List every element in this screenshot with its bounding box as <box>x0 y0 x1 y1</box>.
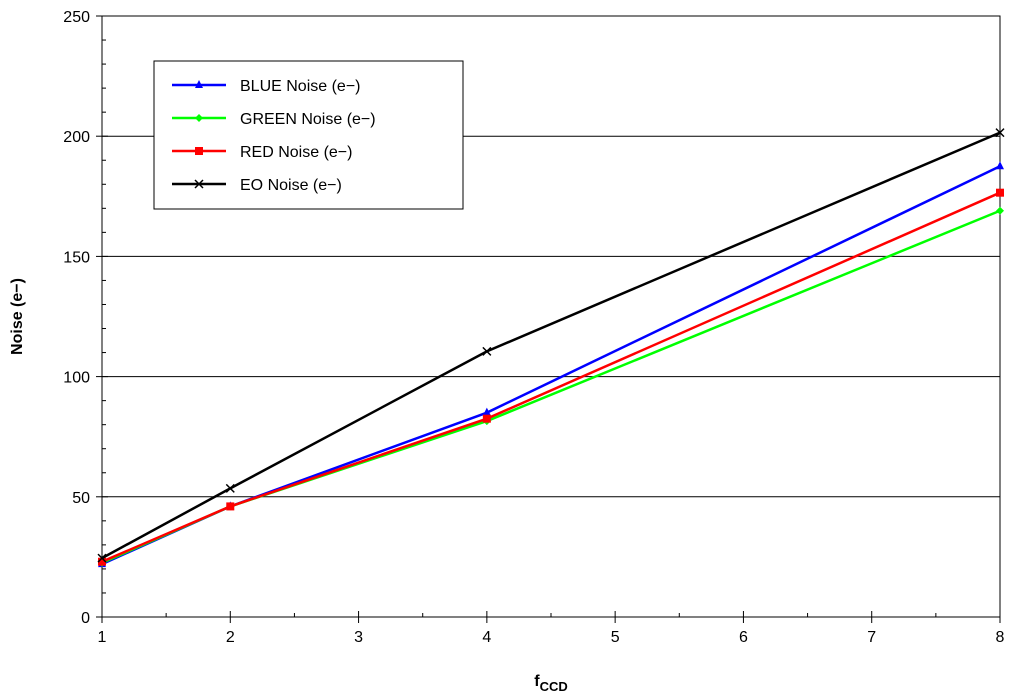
legend-item: BLUE Noise (e−) <box>172 78 361 95</box>
data-point <box>195 80 203 88</box>
series-green <box>98 206 1004 567</box>
data-point <box>195 147 203 155</box>
y-tick-label: 200 <box>63 129 90 146</box>
legend-item: EO Noise (e−) <box>172 177 342 194</box>
legend-label: RED Noise (e−) <box>240 144 352 161</box>
series-line <box>101 209 1001 565</box>
data-point <box>996 161 1004 170</box>
x-axis-title-main: f <box>534 673 540 690</box>
data-point <box>482 414 491 423</box>
x-tick-label: 5 <box>611 629 620 646</box>
x-tick-label: 6 <box>739 629 748 646</box>
x-axis-title-sub: CCD <box>540 679 568 694</box>
y-tick-label: 250 <box>63 9 90 26</box>
series-red <box>98 188 1004 566</box>
legend: BLUE Noise (e−) GREEN Noise (e−) RED Noise… <box>153 60 464 210</box>
series-line <box>101 131 1001 560</box>
legend-label: BLUE Noise (e−) <box>240 78 361 95</box>
x-tick-label: 4 <box>482 629 491 646</box>
data-point <box>996 188 1004 197</box>
data-point <box>97 553 107 563</box>
data-point <box>226 502 235 511</box>
legend-item: RED Noise (e−) <box>172 144 352 161</box>
legend-label: GREEN Noise (e−) <box>240 111 376 128</box>
x-axis-title: fCCD <box>534 673 568 694</box>
legend-item: GREEN Noise (e−) <box>172 111 376 128</box>
series-lines <box>97 128 1005 568</box>
data-point <box>194 179 204 189</box>
x-tick-label: 1 <box>98 629 107 646</box>
series-line <box>101 191 1001 563</box>
x-tick-label: 3 <box>354 629 363 646</box>
x-tick-label: 2 <box>226 629 235 646</box>
x-tick-label: 8 <box>996 629 1005 646</box>
series-eo <box>97 128 1005 563</box>
data-point <box>995 128 1005 138</box>
legend-label: EO Noise (e−) <box>240 177 342 194</box>
y-tick-label: 0 <box>81 610 90 627</box>
data-point <box>996 206 1004 215</box>
y-tick-label: 50 <box>72 490 90 507</box>
data-point <box>225 483 235 493</box>
y-tick-label: 100 <box>63 370 90 387</box>
axes: 0 50 100 150 200 250 1 2 3 4 5 6 7 8 <box>63 9 1004 646</box>
y-tick-label: 150 <box>63 249 90 266</box>
y-axis-title: Noise (e−) <box>9 278 26 355</box>
data-point <box>482 346 492 356</box>
data-point <box>195 114 203 122</box>
x-tick-label: 7 <box>867 629 876 646</box>
data-point <box>482 407 491 416</box>
data-point <box>98 557 106 566</box>
